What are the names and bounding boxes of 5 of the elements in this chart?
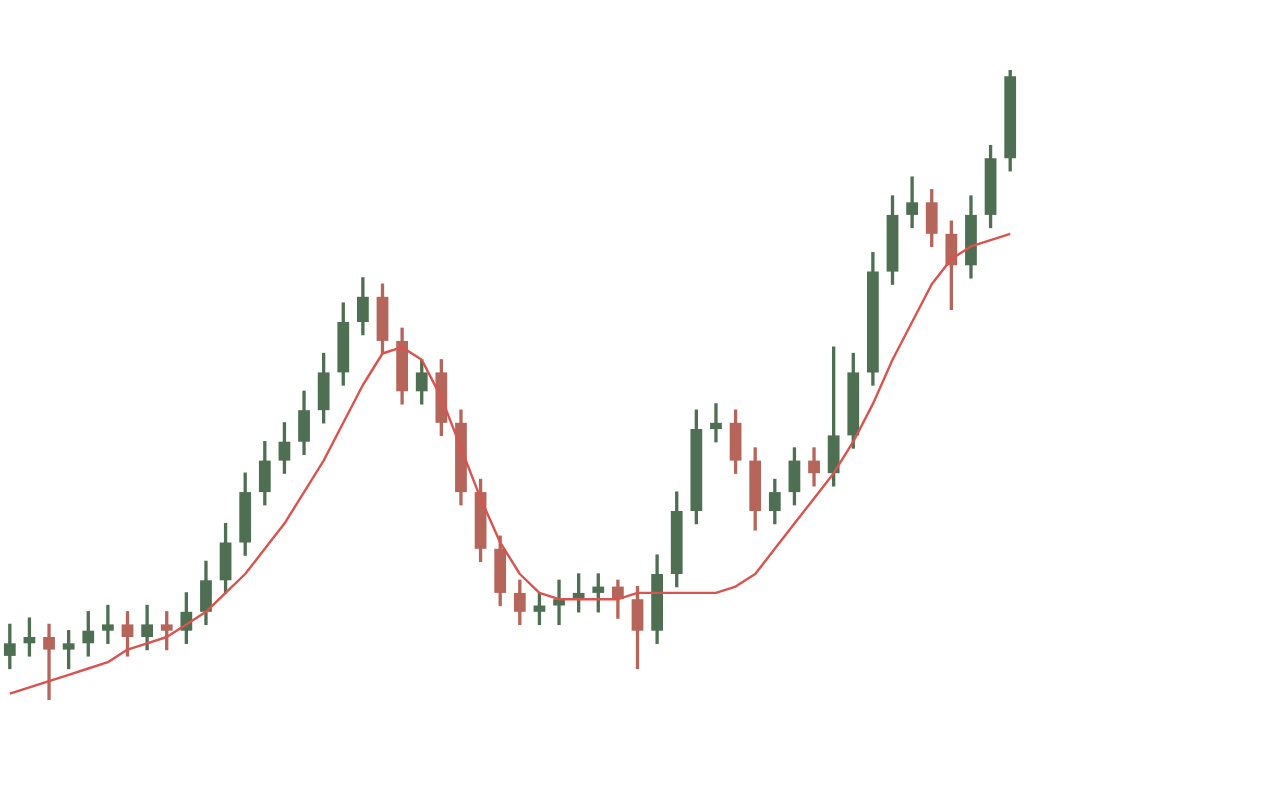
candlestick xyxy=(553,579,565,626)
candlestick xyxy=(710,403,722,443)
candlestick xyxy=(102,604,114,644)
candlestick xyxy=(906,176,918,229)
candlestick xyxy=(43,623,55,700)
